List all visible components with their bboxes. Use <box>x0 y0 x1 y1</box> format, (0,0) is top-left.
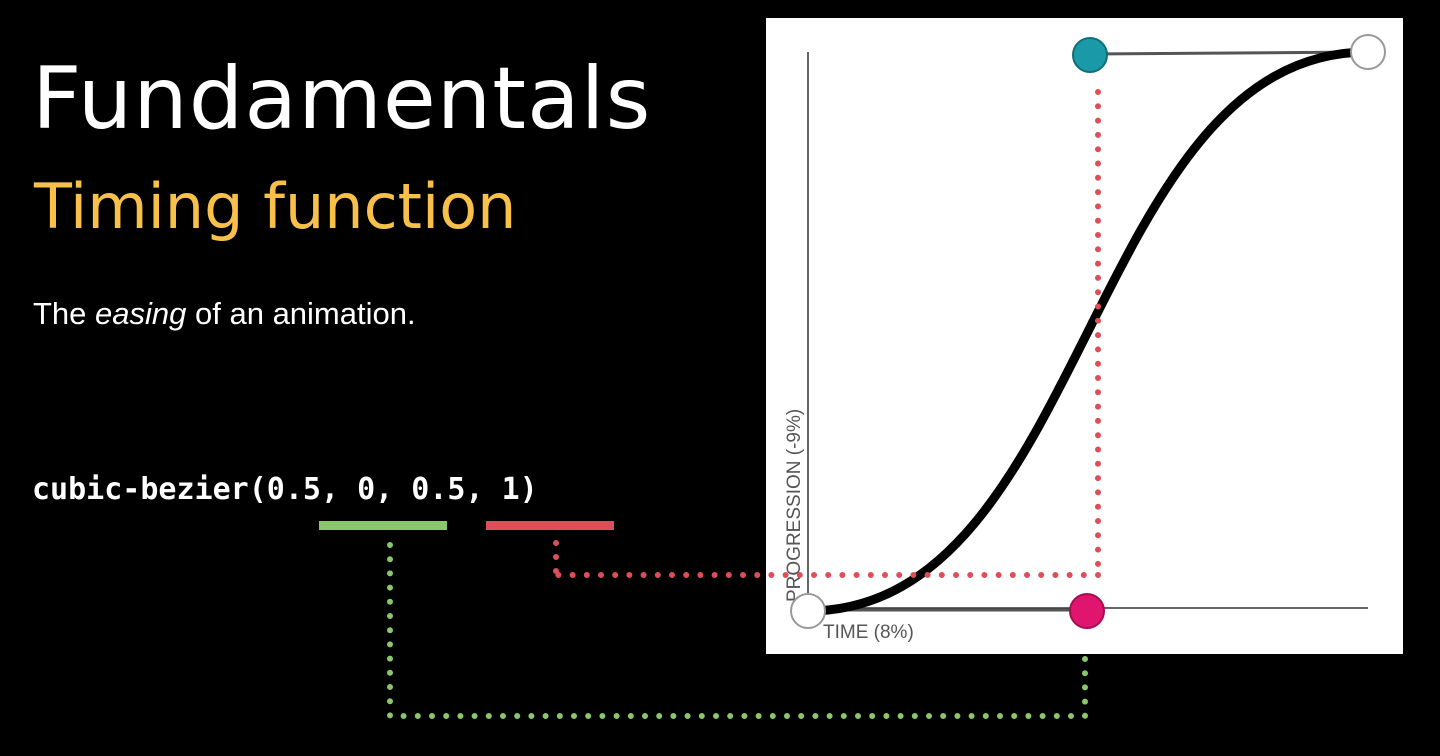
timing-curve <box>803 47 1373 616</box>
slide-title: Fundamentals <box>32 49 652 149</box>
description-emphasis: easing <box>95 296 187 331</box>
cubic-bezier-code: cubic-bezier(0.5, 0, 0.5, 1) <box>32 472 538 507</box>
end-handle-line <box>1089 50 1369 56</box>
description-text-start: The <box>33 296 96 331</box>
x-axis-label: TIME (8%) <box>823 622 914 643</box>
y-axis-label: PROGRESSION (-9%) <box>784 409 805 602</box>
green-dotted-connector <box>387 542 1088 719</box>
first-control-handle[interactable] <box>1069 593 1105 629</box>
second-control-handle[interactable] <box>1072 37 1108 73</box>
end-point[interactable] <box>1350 34 1386 70</box>
slide-subtitle: Timing function <box>34 170 517 243</box>
second-control-underline <box>486 521 614 530</box>
slide-description: The easing of an animation. <box>33 295 416 332</box>
start-point[interactable] <box>790 593 826 629</box>
description-text-end: of an animation. <box>186 296 416 331</box>
first-control-underline <box>319 521 447 530</box>
